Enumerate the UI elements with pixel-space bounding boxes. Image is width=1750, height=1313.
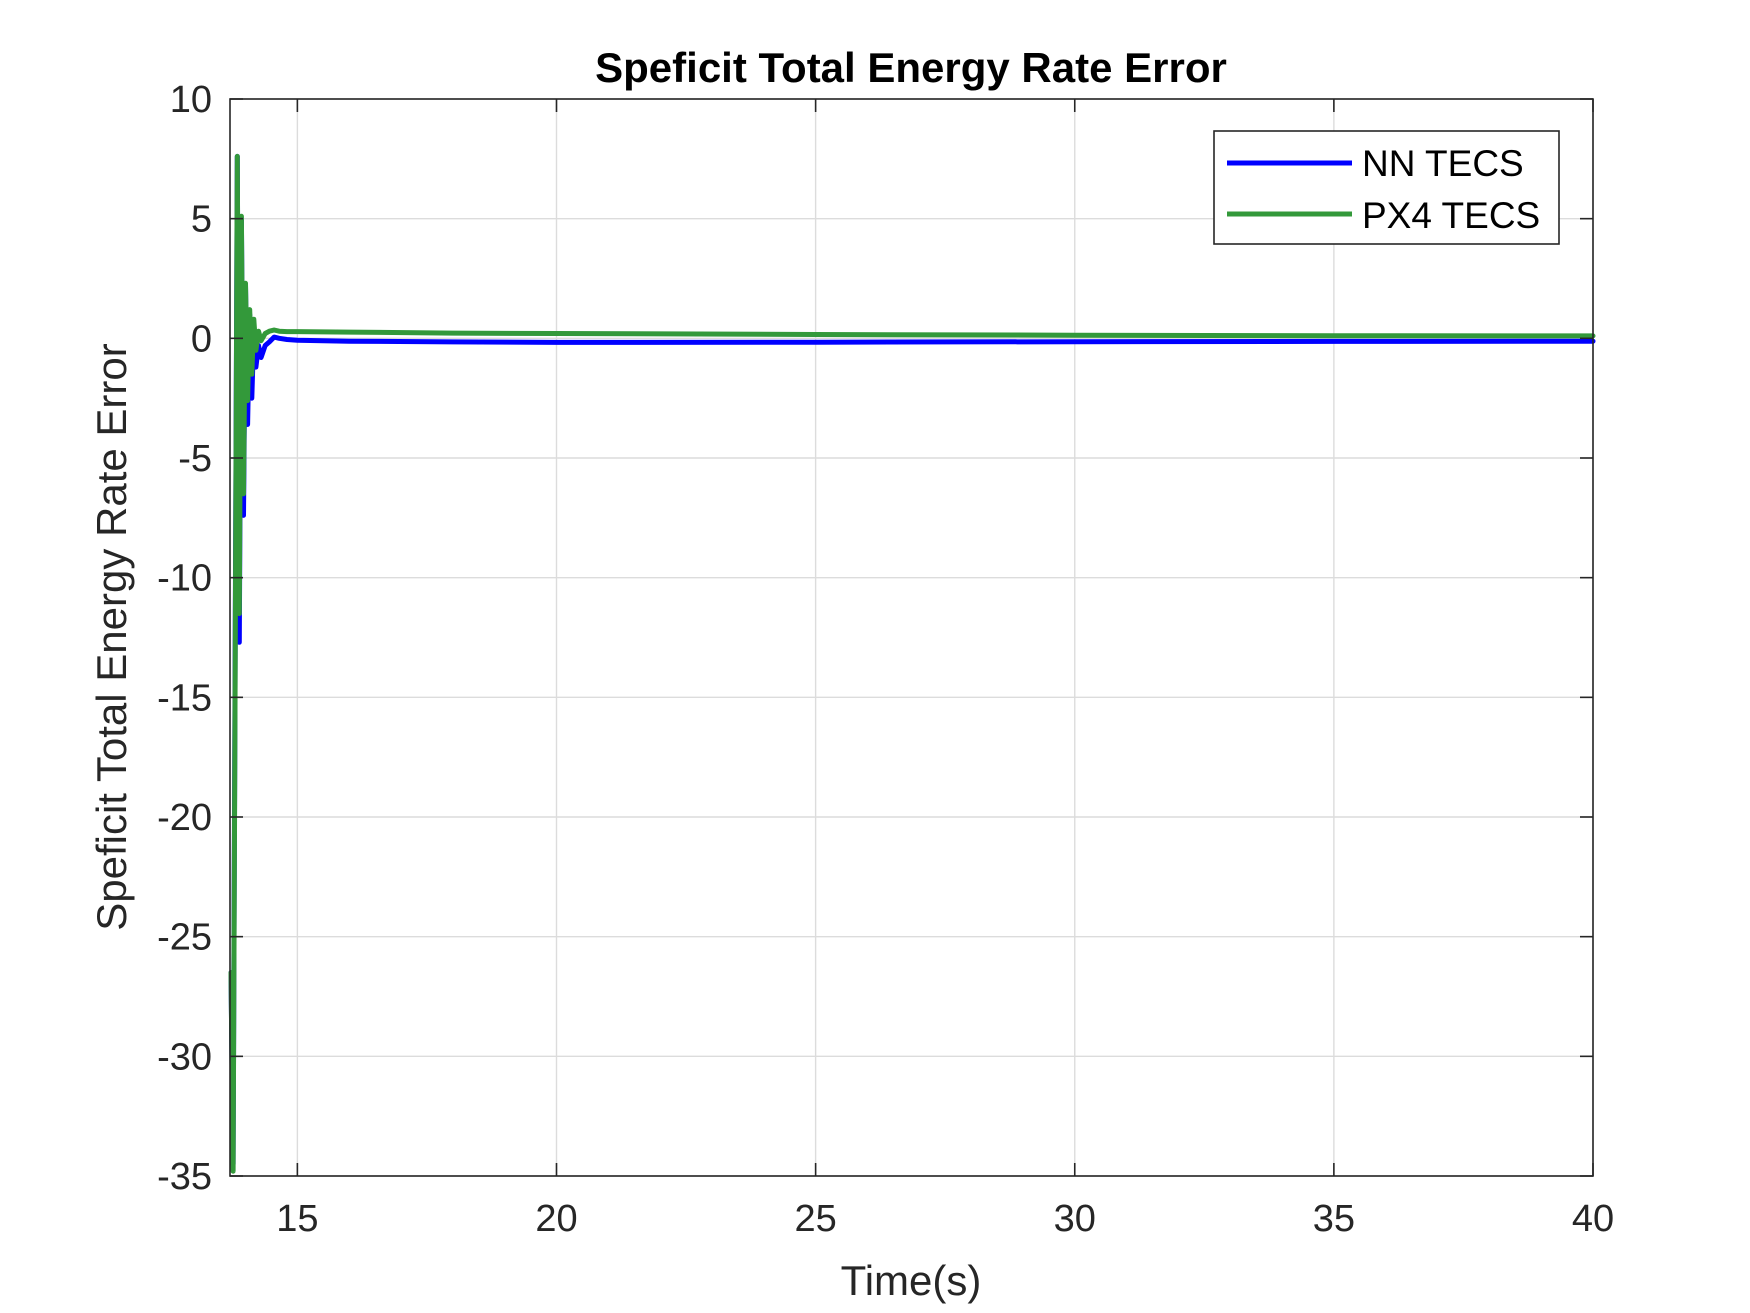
y-tick-label: -10 xyxy=(157,558,212,600)
y-tick-label: -5 xyxy=(178,438,212,480)
x-tick-label: 30 xyxy=(1054,1198,1096,1240)
y-tick-label: -30 xyxy=(157,1036,212,1078)
x-tick-label: 20 xyxy=(535,1198,577,1240)
legend-label-px4-tecs: PX4 TECS xyxy=(1362,195,1540,236)
y-tick-label: -35 xyxy=(157,1156,212,1198)
plot-area xyxy=(230,99,1593,1176)
x-tick-label: 15 xyxy=(276,1198,318,1240)
ticks: 15 20 25 30 35 40 10 5 0 -5 -10 -15 -20 -25 -30 -35 xyxy=(157,79,1614,1240)
legend: NN TECS PX4 TECS xyxy=(1213,130,1560,245)
x-tick-label: 35 xyxy=(1313,1198,1355,1240)
y-tick-label: -15 xyxy=(157,677,212,719)
legend-box xyxy=(1213,130,1560,245)
y-axis-label: Speficit Total Energy Rate Error xyxy=(88,343,135,931)
x-axis-label: Time(s) xyxy=(841,1257,982,1304)
x-tick-label: 40 xyxy=(1572,1198,1614,1240)
chart-title: Speficit Total Energy Rate Error xyxy=(595,44,1227,91)
series-line-px4-tecs xyxy=(228,153,1596,1174)
y-tick-label: 0 xyxy=(191,318,212,360)
y-tick-label: 10 xyxy=(170,79,212,121)
plot-frame xyxy=(229,98,1594,1177)
x-tick-label: 25 xyxy=(794,1198,836,1240)
y-tick-label: 5 xyxy=(191,199,212,241)
y-tick-label: -20 xyxy=(157,797,212,839)
grid xyxy=(230,98,1594,1177)
series-lines xyxy=(228,153,1596,1174)
legend-label-nn-tecs: NN TECS xyxy=(1362,143,1524,184)
y-tick-label: -25 xyxy=(157,917,212,959)
